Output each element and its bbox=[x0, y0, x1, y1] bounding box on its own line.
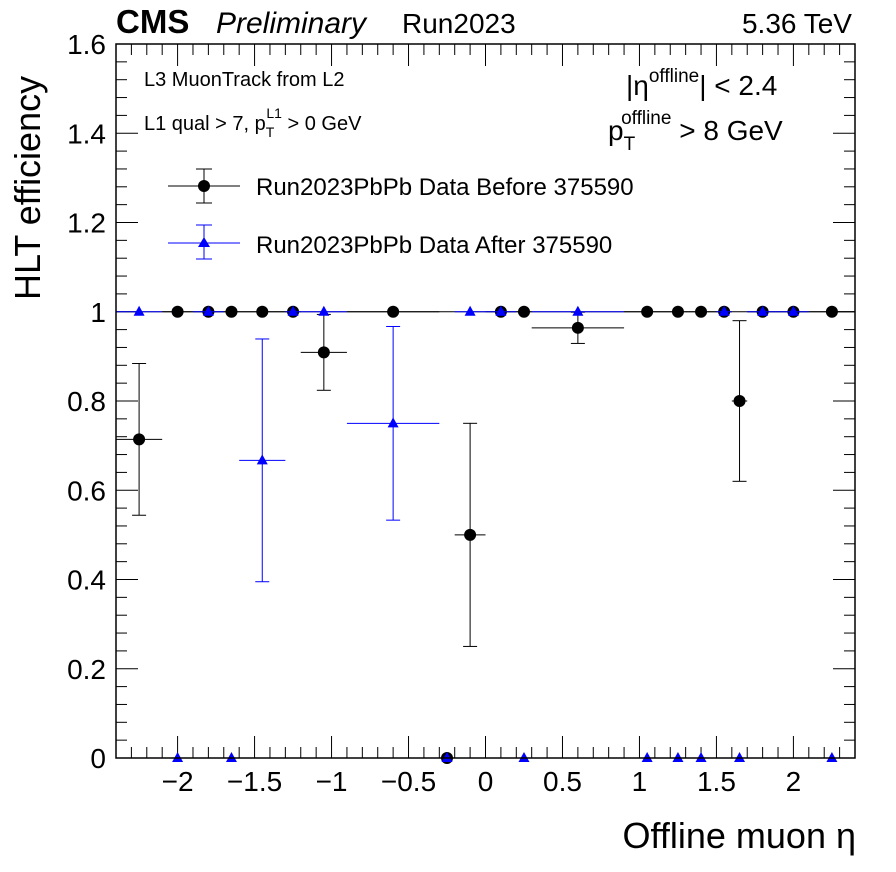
series-layer bbox=[116, 305, 855, 764]
y-tick-label: 0.6 bbox=[67, 475, 106, 506]
l1-cut-prefix: L1 qual > 7, p bbox=[144, 113, 266, 135]
x-tick-label: 2 bbox=[786, 766, 802, 797]
legend-before-marker bbox=[198, 180, 210, 192]
data-point-marker bbox=[757, 305, 769, 316]
data-point-marker bbox=[256, 454, 268, 465]
data-point-marker bbox=[787, 305, 799, 316]
pt-cut-sub: T bbox=[624, 134, 636, 155]
y-tick-label: 1.2 bbox=[67, 208, 106, 239]
x-tick-label: 0 bbox=[478, 766, 494, 797]
data-point-marker bbox=[517, 305, 530, 318]
data-point-marker bbox=[734, 752, 746, 762]
data-point-marker bbox=[641, 305, 654, 318]
legend-after-label: Run2023PbPb Data After 375590 bbox=[256, 232, 612, 259]
data-point-marker bbox=[225, 752, 237, 762]
run-label: Run2023 bbox=[402, 8, 516, 39]
y-axis-title: HLT efficiency bbox=[7, 76, 48, 300]
y-tick-label: 1.6 bbox=[67, 29, 106, 60]
y-tick-label: 0.2 bbox=[67, 654, 106, 685]
data-point-marker bbox=[571, 321, 584, 334]
x-tick-label: −1.5 bbox=[227, 766, 282, 797]
eta-cut-sup: offline bbox=[649, 66, 699, 87]
x-tick-label: −0.5 bbox=[381, 766, 436, 797]
x-tick-label: −1 bbox=[316, 766, 348, 797]
y-tick-label: 0 bbox=[90, 743, 106, 774]
y-tick-label: 1.4 bbox=[67, 118, 106, 149]
data-point-marker bbox=[695, 752, 707, 762]
preliminary-label: Preliminary bbox=[216, 7, 368, 40]
data-point-marker bbox=[826, 752, 838, 762]
eta-cut-open: |η bbox=[626, 70, 649, 101]
legend-entry-before: Run2023PbPb Data Before 375590 bbox=[168, 168, 634, 204]
data-point-marker bbox=[495, 305, 507, 316]
data-point-marker bbox=[464, 305, 476, 316]
pt-cut-p: p bbox=[608, 115, 624, 146]
plot-frame bbox=[115, 43, 856, 759]
data-point-marker bbox=[672, 752, 684, 762]
l1-cut-sup: L1 bbox=[266, 105, 282, 121]
data-point-marker bbox=[171, 305, 184, 318]
data-point-marker bbox=[256, 305, 269, 318]
data-point-marker bbox=[318, 305, 330, 316]
legend-after-marker bbox=[198, 237, 210, 247]
data-point-marker bbox=[172, 752, 184, 762]
pt-cut-sup: offline bbox=[621, 108, 671, 129]
data-point-marker bbox=[387, 305, 400, 318]
pt-cut-label: pToffline > 8 GeV bbox=[608, 108, 783, 155]
eta-cut-label: |ηoffline| < 2.4 bbox=[626, 66, 777, 101]
data-point-marker bbox=[287, 305, 299, 316]
cms-label: CMS bbox=[116, 3, 189, 40]
data-point-marker bbox=[464, 528, 477, 541]
data-point-marker bbox=[671, 305, 684, 318]
x-tick-label: −2 bbox=[162, 766, 194, 797]
legend: Run2023PbPb Data Before 375590 Run2023Pb… bbox=[168, 168, 634, 260]
data-point-marker bbox=[225, 305, 238, 318]
data-point-marker bbox=[572, 305, 584, 316]
trigger-path-label: L3 MuonTrack from L2 bbox=[144, 69, 344, 91]
ticks-layer bbox=[116, 43, 856, 759]
energy-label: 5.36 TeV bbox=[742, 8, 852, 39]
x-tick-label: 0.5 bbox=[543, 766, 582, 797]
y-tick-label: 0.4 bbox=[67, 565, 106, 596]
l1-cut-sub: T bbox=[266, 124, 275, 140]
y-tick-label: 1 bbox=[90, 297, 106, 328]
pt-cut-suffix: > 8 GeV bbox=[671, 115, 783, 146]
l1-cut-suffix: > 0 GeV bbox=[282, 113, 362, 135]
data-point-marker bbox=[133, 433, 146, 446]
data-point-marker bbox=[518, 752, 530, 762]
x-axis-title: Offline muon η bbox=[623, 815, 856, 856]
eta-cut-close: | < 2.4 bbox=[699, 70, 777, 101]
data-point-marker bbox=[387, 417, 399, 428]
data-point-marker bbox=[718, 305, 730, 316]
legend-before-label: Run2023PbPb Data Before 375590 bbox=[256, 174, 634, 201]
x-tick-label: 1.5 bbox=[697, 766, 736, 797]
legend-entry-after: Run2023PbPb Data After 375590 bbox=[168, 224, 612, 260]
tick-labels: −2 −1.5 −1 −0.5 0 0.5 1 1.5 2 0 0.2 0.4 0.6 0.8 1 1.2 1.… bbox=[67, 29, 801, 797]
y-tick-label: 0.8 bbox=[67, 386, 106, 417]
data-point-marker bbox=[202, 305, 214, 316]
data-point-marker bbox=[641, 752, 653, 762]
l1-cut-label: L1 qual > 7, pT L1 > 0 GeV bbox=[144, 105, 362, 140]
data-point-marker bbox=[825, 305, 838, 318]
data-point-marker bbox=[695, 305, 708, 318]
x-tick-label: 1 bbox=[632, 766, 648, 797]
data-point-marker bbox=[133, 305, 145, 316]
data-point-marker bbox=[441, 752, 453, 762]
data-point-marker bbox=[733, 395, 746, 407]
data-point-marker bbox=[317, 346, 330, 359]
